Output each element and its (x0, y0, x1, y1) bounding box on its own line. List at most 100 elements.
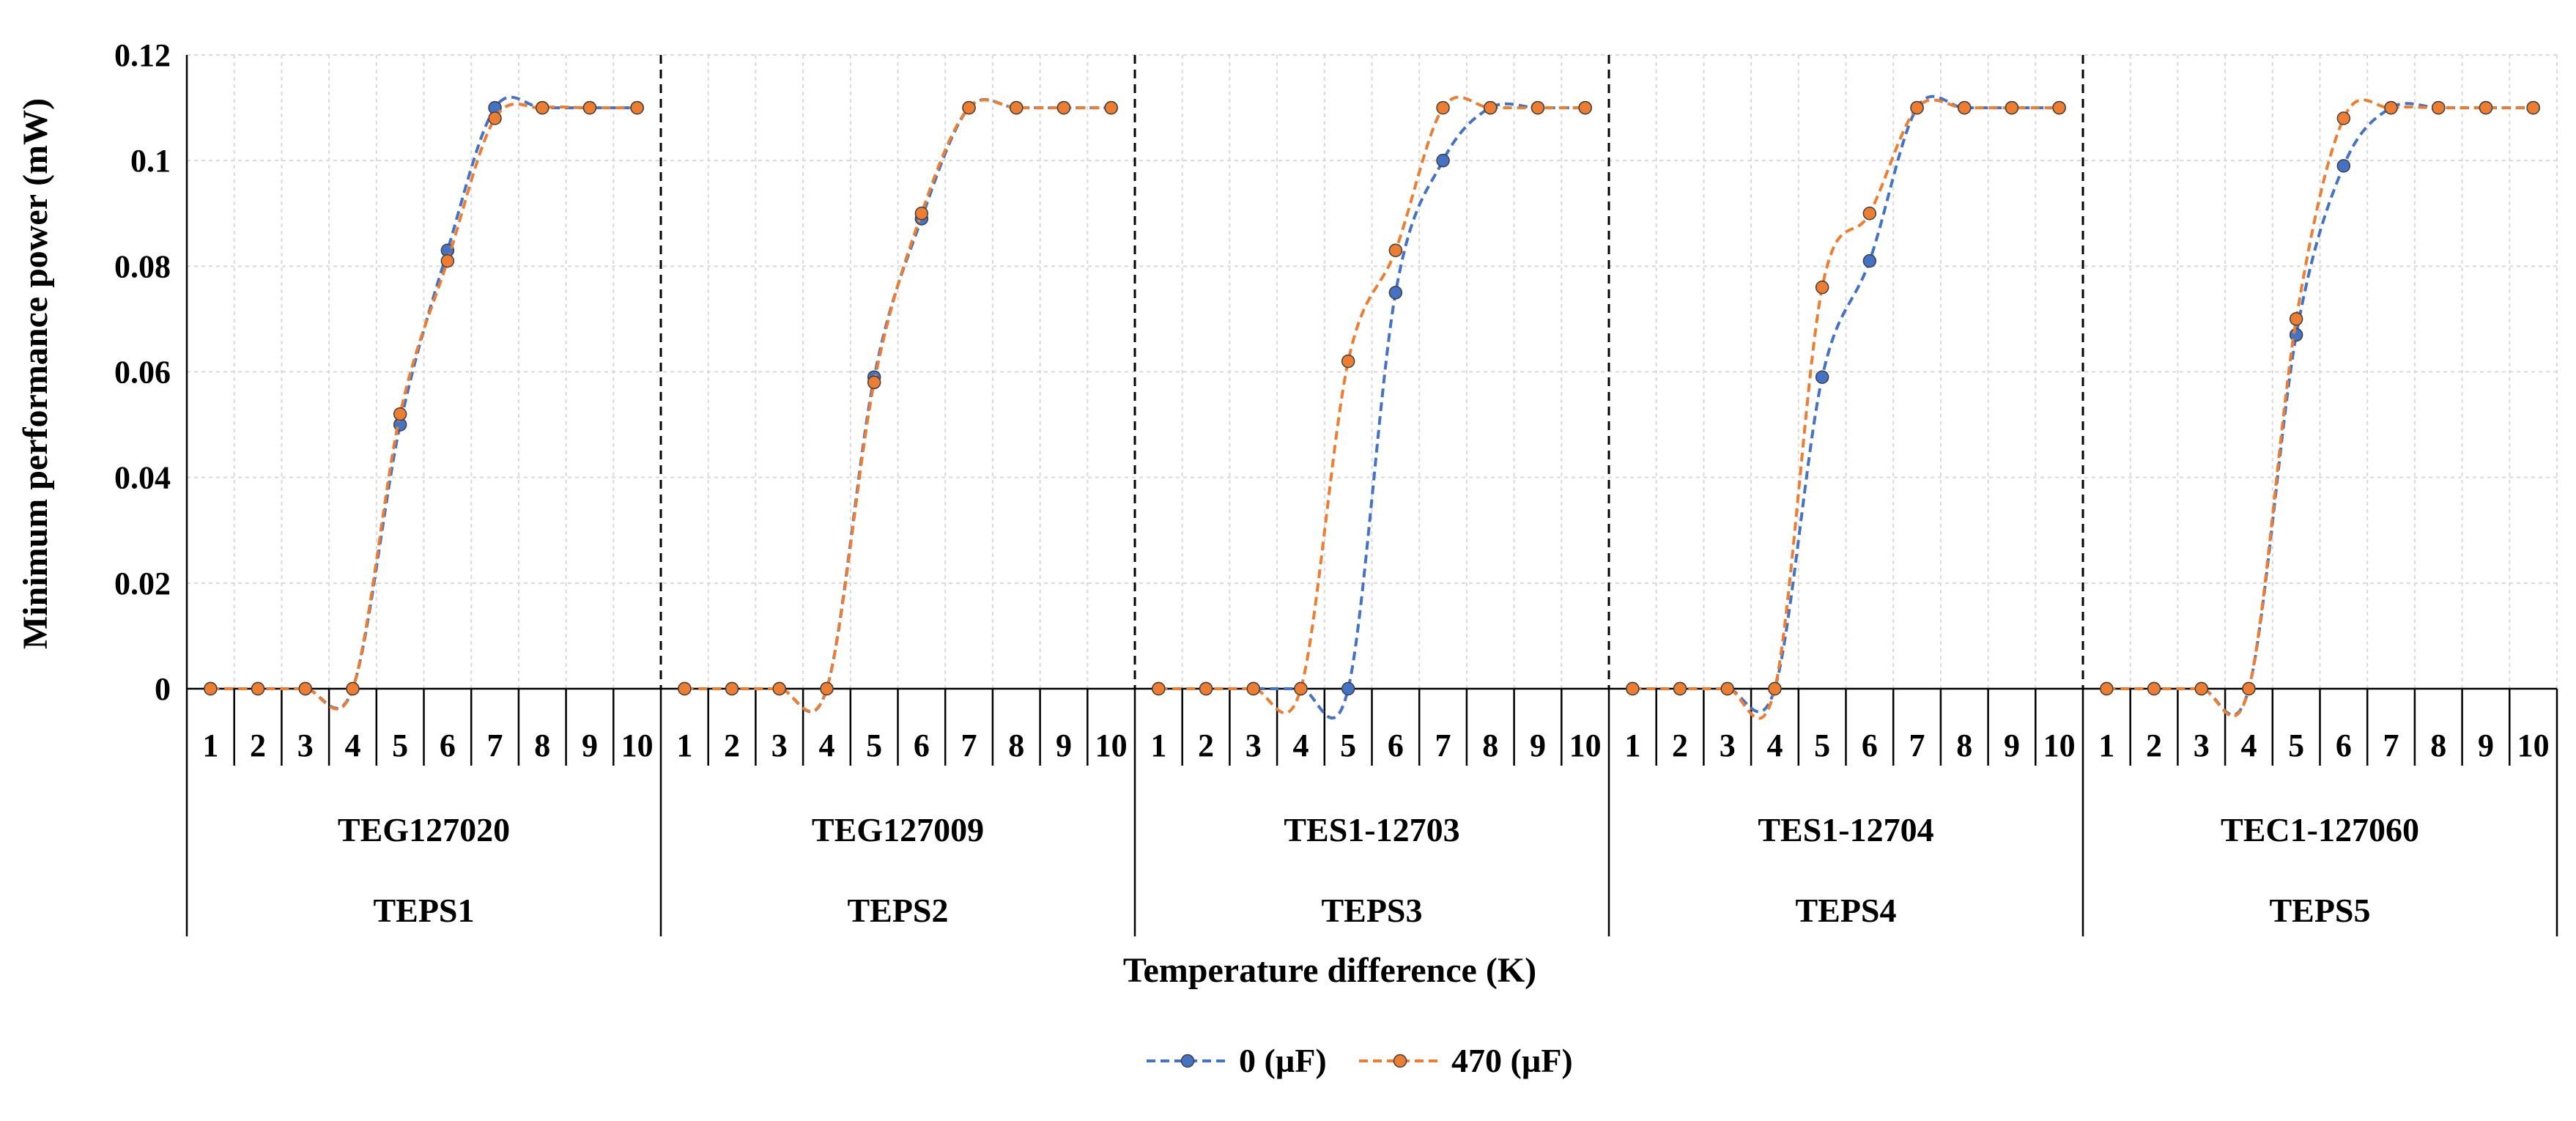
y-tick-label: 0.04 (114, 460, 171, 496)
data-point (1531, 100, 1545, 115)
data-point (1341, 681, 1355, 696)
data-point (2336, 111, 2351, 125)
data-point (2384, 100, 2398, 115)
data-point (820, 681, 834, 696)
x-tick-label: 9 (1530, 728, 1546, 763)
x-tick-label: 1 (1624, 728, 1640, 763)
x-tick-label: 5 (2288, 728, 2304, 763)
group-device-label: TES1-12704 (1758, 811, 1933, 848)
data-point (2005, 100, 2019, 115)
x-tick-label: 3 (297, 728, 314, 763)
x-tick-label: 5 (1814, 728, 1830, 763)
data-point (1246, 681, 1260, 696)
x-tick-label: 4 (818, 728, 834, 763)
x-tick-label: 10 (2517, 728, 2550, 763)
x-tick-label: 2 (2146, 728, 2162, 763)
x-tick-label: 6 (440, 728, 456, 763)
data-point (1341, 354, 1355, 369)
gridlines (187, 54, 2558, 689)
x-tick-label: 7 (2383, 728, 2399, 763)
data-point (2242, 681, 2256, 696)
x-tick-label: 10 (1569, 728, 1602, 763)
data-point (2432, 100, 2446, 115)
x-tick-label: 8 (1008, 728, 1024, 763)
data-point (962, 100, 976, 115)
x-tick-label: 5 (392, 728, 408, 763)
data-point (1436, 100, 1450, 115)
y-tick-label: 0.06 (114, 355, 171, 391)
data-point (1484, 100, 1498, 115)
data-point (298, 681, 312, 696)
x-tick-label: 2 (724, 728, 740, 763)
x-tick-label: 8 (534, 728, 550, 763)
x-tick-label: 7 (487, 728, 503, 763)
x-tick-label: 8 (1956, 728, 1972, 763)
data-point (1388, 286, 1403, 300)
data-point (1910, 100, 1924, 115)
x-tick-label: 1 (676, 728, 692, 763)
x-tick-label: 7 (1909, 728, 1925, 763)
series-layer (204, 95, 2540, 720)
data-point (678, 681, 692, 696)
x-tick-label: 6 (2336, 728, 2352, 763)
series-line (1158, 102, 1585, 719)
x-tick-label: 7 (961, 728, 977, 763)
x-tick-label: 5 (1340, 728, 1356, 763)
data-point (1862, 254, 1877, 268)
x-tick-label: 9 (1056, 728, 1072, 763)
series-470uf (204, 95, 2540, 720)
y-tick-label: 0.08 (114, 248, 171, 284)
data-point (1768, 681, 1782, 696)
x-tick-label: 8 (2430, 728, 2446, 763)
data-point (1152, 681, 1166, 696)
group-device-label: TEC1-127060 (2221, 811, 2419, 848)
legend-label: 470 (µF) (1451, 1042, 1573, 1079)
data-point (2289, 312, 2303, 326)
group-system-label: TEPS3 (1321, 892, 1422, 929)
x-tick-label: 3 (771, 728, 788, 763)
y-axis-title: Minimum performance power (mW) (16, 98, 55, 649)
data-point (2100, 681, 2114, 696)
x-tick-label: 5 (866, 728, 882, 763)
data-point (725, 681, 739, 696)
y-tick-label: 0.12 (114, 37, 171, 73)
group-system-label: TEPS5 (2269, 892, 2370, 929)
legend-marker (1393, 1054, 1407, 1068)
data-point (1958, 100, 1972, 115)
x-tick-label: 7 (1435, 728, 1451, 763)
data-point (1862, 207, 1877, 221)
data-point (1199, 681, 1213, 696)
x-tick-label: 4 (1292, 728, 1309, 763)
data-point (1626, 681, 1640, 696)
labels: 00.020.040.060.080.10.121 2 3 4 5 6 7 8 9 10TEG12… (114, 37, 2550, 929)
x-tick-label: 10 (1095, 728, 1128, 763)
data-point (536, 100, 549, 115)
x-tick-label: 8 (1482, 728, 1498, 763)
data-point (1104, 100, 1118, 115)
data-point (251, 681, 265, 696)
x-tick-label: 9 (2478, 728, 2494, 763)
data-point (1388, 243, 1403, 257)
x-axis-title: Temperature difference (K) (1123, 951, 1536, 990)
data-point (1815, 280, 1829, 295)
group-system-label: TEPS1 (373, 892, 474, 929)
data-point (1815, 370, 1829, 384)
data-point (772, 681, 786, 696)
legend-marker (1180, 1054, 1195, 1068)
data-point (2336, 159, 2351, 173)
y-tick-label: 0.1 (130, 143, 171, 179)
x-tick-label: 4 (1766, 728, 1783, 763)
data-point (393, 407, 407, 421)
x-tick-label: 3 (1720, 728, 1736, 763)
x-tick-label: 2 (1672, 728, 1688, 763)
x-tick-label: 1 (1150, 728, 1166, 763)
data-point (1720, 681, 1734, 696)
group-system-label: TEPS2 (847, 892, 948, 929)
group-device-label: TES1-12703 (1284, 811, 1459, 848)
group-device-label: TEG127009 (812, 811, 984, 848)
x-tick-label: 4 (2240, 728, 2257, 763)
group-system-label: TEPS4 (1795, 892, 1896, 929)
data-point (2052, 100, 2066, 115)
x-tick-label: 1 (2098, 728, 2114, 763)
